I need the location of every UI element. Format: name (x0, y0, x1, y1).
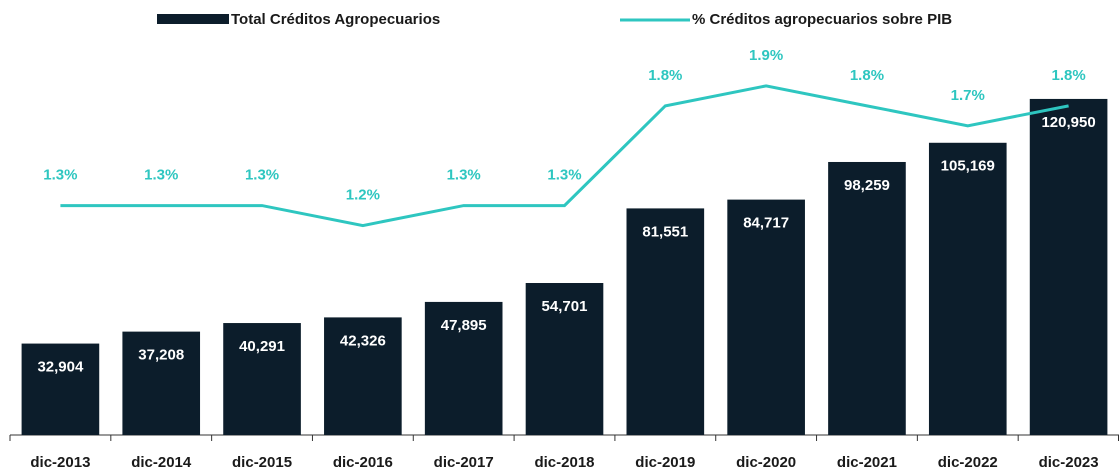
bar (727, 199, 805, 435)
line-value-label: 1.2% (346, 187, 380, 204)
bar (525, 283, 604, 435)
x-tick-label: dic-2018 (534, 454, 594, 471)
bar-value-label: 32,904 (37, 359, 84, 376)
x-tick-label: dic-2016 (333, 454, 393, 471)
legend-swatch (157, 14, 229, 24)
line-value-label: 1.3% (447, 167, 481, 184)
bar (223, 323, 301, 435)
x-tick-label: dic-2014 (131, 454, 192, 471)
legend-label: % Créditos agropecuarios sobre PIB (692, 11, 952, 28)
bar (1029, 98, 1108, 435)
line-value-label: 1.3% (547, 167, 581, 184)
x-tick-label: dic-2015 (232, 454, 292, 471)
line-value-label: 1.8% (1051, 67, 1085, 84)
bar (424, 301, 503, 435)
bar (828, 161, 906, 435)
bar-value-label: 84,717 (743, 215, 789, 232)
x-tick-label: dic-2017 (434, 454, 494, 471)
bar-value-label: 54,701 (542, 298, 588, 315)
bar-value-label: 37,208 (138, 347, 184, 364)
line-value-label: 1.3% (245, 167, 279, 184)
bar-value-label: 47,895 (441, 317, 487, 334)
line-value-label: 1.3% (144, 167, 178, 184)
x-tick-label: dic-2023 (1039, 454, 1099, 471)
x-tick-label: dic-2013 (30, 454, 90, 471)
bar-value-label: 40,291 (239, 338, 285, 355)
bar (122, 331, 201, 435)
bar (928, 142, 1007, 435)
x-tick-label: dic-2019 (635, 454, 695, 471)
line-value-label: 1.8% (850, 67, 884, 84)
x-tick-label: dic-2022 (938, 454, 998, 471)
bar-value-label: 42,326 (340, 332, 386, 349)
line (60, 84, 1069, 228)
bar-value-label: 81,551 (642, 223, 688, 240)
bar (21, 343, 100, 435)
x-tick-label: dic-2021 (837, 454, 897, 471)
bar (626, 208, 705, 435)
x-tick-label: dic-2020 (736, 454, 796, 471)
bar-value-label: 120,950 (1041, 114, 1095, 131)
bar-value-label: 105,169 (941, 158, 995, 175)
bar-value-label: 98,259 (844, 177, 890, 194)
line-value-label: 1.7% (951, 87, 985, 104)
legend-label: Total Créditos Agropecuarios (231, 11, 440, 28)
line-value-label: 1.3% (43, 167, 77, 184)
line-value-label: 1.8% (648, 67, 682, 84)
bar (324, 317, 402, 435)
line-value-label: 1.9% (749, 47, 783, 64)
